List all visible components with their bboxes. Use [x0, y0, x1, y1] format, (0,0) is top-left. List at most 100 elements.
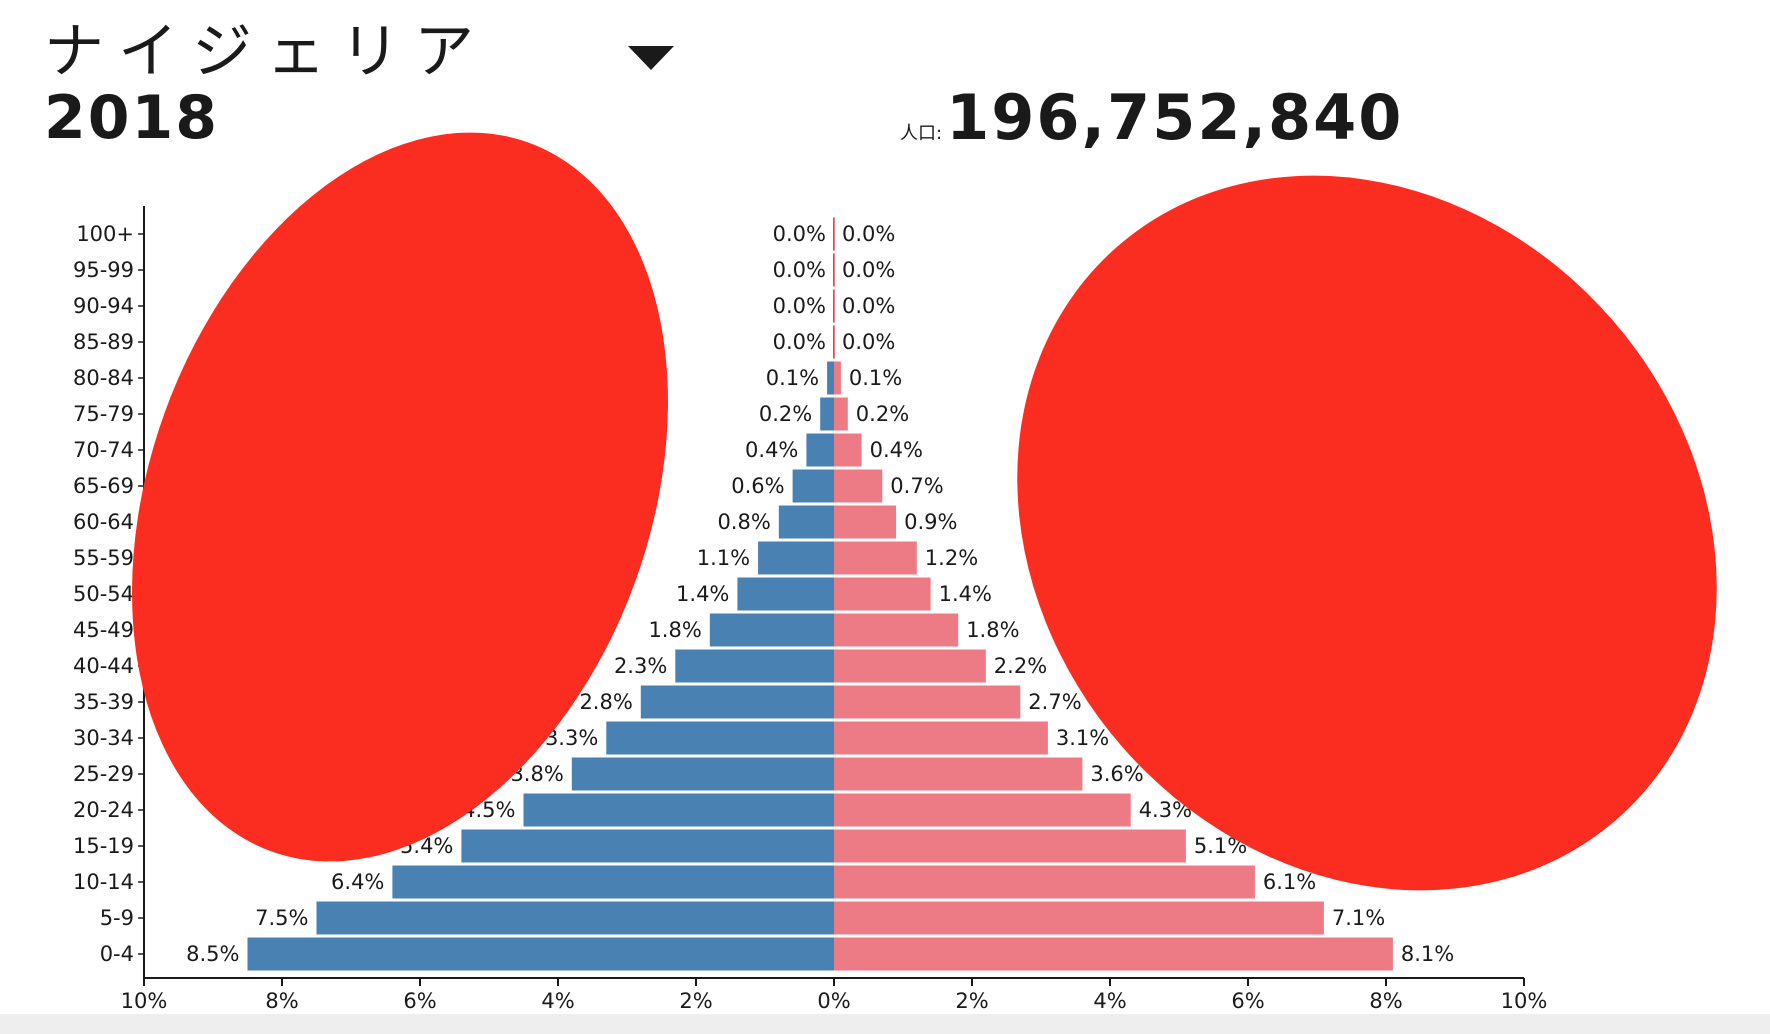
bar-left-25-29 [571, 757, 834, 791]
label-right-45-49: 1.8% [966, 618, 1019, 642]
bar-right-100+ [834, 217, 835, 251]
age-label-15-19: 15-19 [73, 834, 134, 858]
label-right-90-94: 0.0% [842, 294, 895, 318]
bar-left-40-44 [675, 649, 834, 683]
bar-right-35-39 [834, 685, 1021, 719]
bar-left-30-34 [606, 721, 834, 755]
age-label-90-94: 90-94 [73, 294, 134, 318]
label-right-55-59: 1.2% [925, 546, 978, 570]
population-pyramid-chart: 0.0% 0.0% 100+ 0.0% 0.0% 95-99 0.0% 0.0% 90-94 0.… [73, 132, 1717, 1010]
bar-left-100+ [833, 217, 834, 251]
label-right-85-89: 0.0% [842, 330, 895, 354]
x-tick-label-9: 8% [1369, 989, 1402, 1010]
label-left-90-94: 0.0% [773, 294, 826, 318]
label-left-100+: 0.0% [773, 222, 826, 246]
x-tick-label-4: 2% [679, 989, 712, 1010]
label-left-70-74: 0.4% [745, 438, 798, 462]
bar-left-35-39 [640, 685, 834, 719]
bar-left-0-4 [247, 937, 834, 971]
bar-left-55-59 [758, 541, 834, 575]
label-left-40-44: 2.3% [614, 654, 667, 678]
label-left-50-54: 1.4% [676, 582, 729, 606]
age-label-50-54: 50-54 [73, 582, 134, 606]
label-left-75-79: 0.2% [759, 402, 812, 426]
label-left-65-69: 0.6% [731, 474, 784, 498]
age-label-95-99: 95-99 [73, 258, 134, 282]
label-right-0-4: 8.1% [1401, 942, 1454, 966]
label-left-0-4: 8.5% [186, 942, 239, 966]
label-left-5-9: 7.5% [255, 906, 308, 930]
bar-right-5-9 [834, 901, 1324, 935]
age-label-85-89: 85-89 [73, 330, 134, 354]
label-right-30-34: 3.1% [1056, 726, 1109, 750]
age-label-5-9: 5-9 [100, 906, 134, 930]
label-right-25-29: 3.6% [1090, 762, 1143, 786]
bar-right-75-79 [834, 397, 848, 431]
bar-left-60-64 [778, 505, 834, 539]
age-label-45-49: 45-49 [73, 618, 134, 642]
bar-left-45-49 [709, 613, 834, 647]
x-tick-label-6: 2% [955, 989, 988, 1010]
bar-left-70-74 [806, 433, 834, 467]
label-left-80-84: 0.1% [766, 366, 819, 390]
bar-right-70-74 [834, 433, 862, 467]
label-right-70-74: 0.4% [870, 438, 923, 462]
chevron-down-icon[interactable] [628, 46, 674, 70]
bar-right-90-94 [834, 289, 835, 323]
bar-left-95-99 [833, 253, 834, 287]
bar-right-50-54 [834, 577, 931, 611]
x-tick-label-3: 4% [541, 989, 574, 1010]
bar-left-15-19 [461, 829, 834, 863]
population-label: 人口: [900, 123, 943, 144]
label-right-100+: 0.0% [842, 222, 895, 246]
overlay-ellipse-right [1017, 175, 1717, 891]
x-tick-label-10: 10% [1501, 989, 1548, 1010]
label-right-50-54: 1.4% [939, 582, 992, 606]
bar-left-85-89 [833, 325, 834, 359]
label-right-35-39: 2.7% [1028, 690, 1081, 714]
x-tick-label-2: 6% [403, 989, 436, 1010]
label-right-60-64: 0.9% [904, 510, 957, 534]
label-left-55-59: 1.1% [697, 546, 750, 570]
label-left-60-64: 0.8% [717, 510, 770, 534]
bar-left-80-84 [827, 361, 834, 395]
label-left-10-14: 6.4% [331, 870, 384, 894]
x-tick-label-7: 4% [1093, 989, 1126, 1010]
bar-right-0-4 [834, 937, 1393, 971]
label-right-95-99: 0.0% [842, 258, 895, 282]
age-label-35-39: 35-39 [73, 690, 134, 714]
label-right-5-9: 7.1% [1332, 906, 1385, 930]
population-readout: 人口:196,752,840 [900, 78, 1403, 174]
bar-left-10-14 [392, 865, 834, 899]
bar-right-45-49 [834, 613, 959, 647]
label-right-40-44: 2.2% [994, 654, 1047, 678]
age-label-0-4: 0-4 [100, 942, 134, 966]
bar-left-65-69 [792, 469, 834, 503]
bar-left-5-9 [316, 901, 834, 935]
label-right-75-79: 0.2% [856, 402, 909, 426]
x-tick-label-0: 10% [121, 989, 168, 1010]
age-label-55-59: 55-59 [73, 546, 134, 570]
age-label-100+: 100+ [76, 222, 134, 246]
age-label-60-64: 60-64 [73, 510, 134, 534]
x-tick-label-1: 8% [265, 989, 298, 1010]
age-label-25-29: 25-29 [73, 762, 134, 786]
label-left-95-99: 0.0% [773, 258, 826, 282]
x-tick-label-8: 6% [1231, 989, 1264, 1010]
bar-right-95-99 [834, 253, 835, 287]
bar-right-30-34 [834, 721, 1048, 755]
bar-left-50-54 [737, 577, 834, 611]
bar-right-85-89 [834, 325, 835, 359]
bar-right-10-14 [834, 865, 1255, 899]
age-label-30-34: 30-34 [73, 726, 134, 750]
age-label-70-74: 70-74 [73, 438, 134, 462]
country-title[interactable]: ナイジェリア [44, 17, 488, 87]
bar-right-40-44 [834, 649, 986, 683]
label-left-85-89: 0.0% [773, 330, 826, 354]
population-value: 196,752,840 [946, 81, 1404, 154]
age-label-40-44: 40-44 [73, 654, 134, 678]
age-label-10-14: 10-14 [73, 870, 134, 894]
age-label-80-84: 80-84 [73, 366, 134, 390]
bar-left-20-24 [523, 793, 834, 827]
bar-right-60-64 [834, 505, 897, 539]
